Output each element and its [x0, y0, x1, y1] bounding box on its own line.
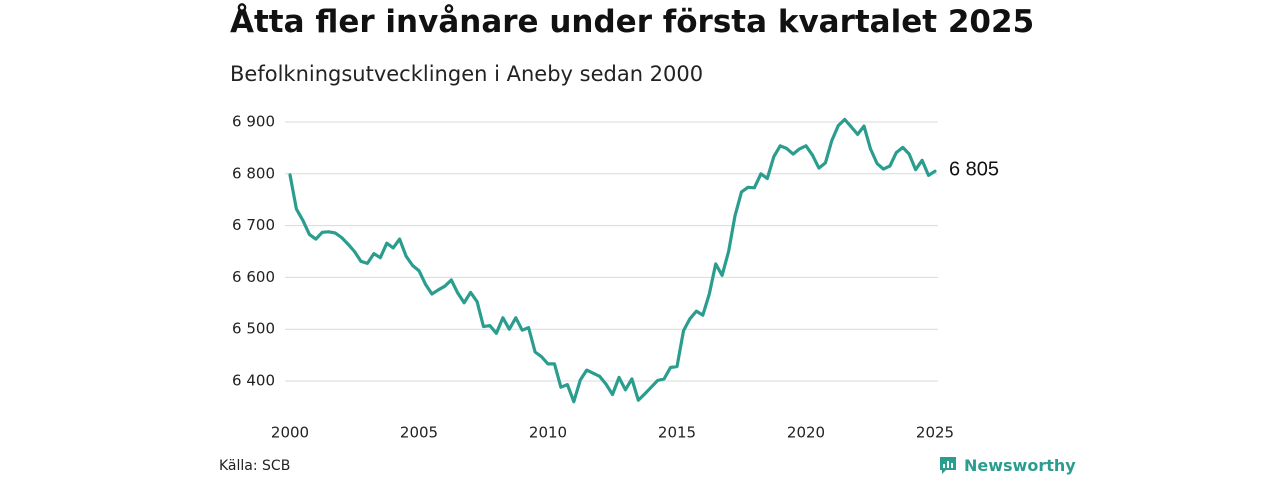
chart-title: Åtta fler invånare under första kvartale… — [230, 4, 1035, 40]
y-tick-label: 6 600 — [232, 268, 275, 286]
x-tick-label: 2000 — [271, 424, 309, 442]
chart-subtitle: Befolkningsutvecklingen i Aneby sedan 20… — [230, 62, 704, 86]
y-tick-label: 6 400 — [232, 372, 275, 390]
newsworthy-logo-icon — [940, 457, 956, 474]
x-tick-label: 2005 — [400, 424, 438, 442]
y-tick-label: 6 900 — [232, 113, 275, 131]
grid-layer — [285, 121, 938, 382]
y-tick-label: 6 800 — [232, 164, 275, 182]
x-axis-ticks: 2000 2005 2010 2015 2020 2025 — [271, 424, 954, 442]
x-tick-label: 2015 — [658, 424, 696, 442]
brand-logo: Newsworthy — [938, 455, 1076, 475]
series-line — [288, 117, 937, 404]
brand-name: Newsworthy — [964, 455, 1076, 475]
y-axis-ticks: 6 400 6 500 6 600 6 700 6 800 6 900 — [232, 113, 275, 390]
y-tick-label: 6 700 — [232, 216, 275, 234]
end-value-label: 6 805 — [949, 158, 999, 180]
y-tick-label: 6 500 — [232, 320, 275, 338]
x-tick-label: 2025 — [916, 424, 954, 442]
source-note: Källa: SCB — [219, 458, 291, 474]
x-tick-label: 2010 — [529, 424, 567, 442]
series-layer — [288, 117, 937, 404]
x-tick-label: 2020 — [787, 424, 825, 442]
